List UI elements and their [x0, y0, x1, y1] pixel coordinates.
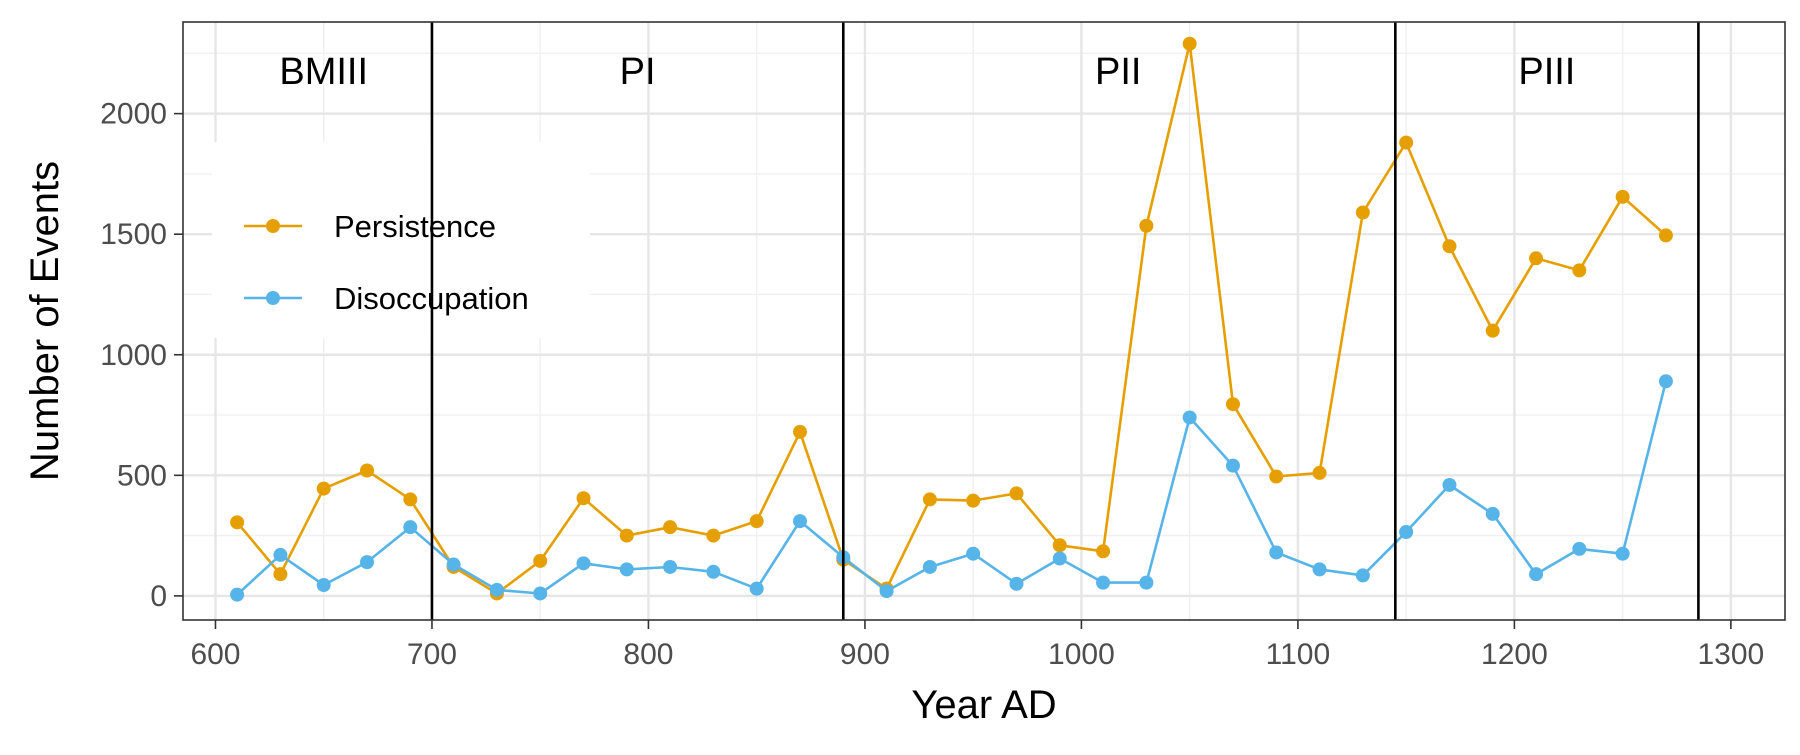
x-tick-label: 900: [840, 638, 890, 671]
y-tick-label: 500: [117, 459, 167, 492]
x-tick-label: 800: [623, 638, 673, 671]
disoccupation-point: [1139, 575, 1154, 590]
disoccupation-point: [489, 582, 504, 597]
period-label-pii: PII: [1095, 51, 1141, 93]
x-tick-label: 1000: [1048, 638, 1115, 671]
y-axis: 0 500 1000 1500 2000: [100, 98, 183, 613]
legend-box: [212, 142, 590, 338]
disoccupation-point: [1312, 562, 1327, 577]
disoccupation-point: [879, 584, 894, 599]
disoccupation-point: [706, 564, 721, 579]
persistence-point: [1182, 36, 1197, 51]
persistence-point: [533, 553, 548, 568]
persistence-point: [1485, 323, 1500, 338]
disoccupation-point: [1182, 410, 1197, 425]
persistence-point: [316, 481, 331, 496]
plot-border: [182, 21, 1786, 621]
disoccupation-point: [533, 586, 548, 601]
disoccupation-point: [1269, 545, 1284, 560]
y-axis-title: Number of Events: [23, 161, 67, 481]
disoccupation-point: [619, 562, 634, 577]
disoccupation-point: [1485, 506, 1500, 521]
disoccupation-point: [792, 514, 807, 529]
persistence-point: [1052, 538, 1067, 553]
persistence-point: [619, 528, 634, 543]
persistence-point: [273, 567, 288, 582]
series-layer: [230, 36, 1673, 602]
persistence-point: [1572, 263, 1587, 278]
persistence-point: [1658, 228, 1673, 243]
disoccupation-point: [1096, 575, 1111, 590]
persistence-point: [1529, 251, 1544, 266]
disoccupation-point: [1399, 524, 1414, 539]
period-label-pi: PI: [620, 51, 656, 93]
disoccupation-point: [403, 520, 418, 535]
legend-persistence-marker: [266, 219, 280, 233]
persistence-point: [1312, 465, 1327, 480]
disoccupation-point: [1572, 541, 1587, 556]
persistence-point: [1442, 239, 1457, 254]
persistence-point: [966, 493, 981, 508]
y-tick-label: 0: [150, 580, 167, 613]
disoccupation-point: [749, 581, 764, 596]
persistence-point: [1096, 544, 1111, 559]
disoccupation-point: [1225, 458, 1240, 473]
x-tick-label: 700: [407, 638, 457, 671]
legend-disoccupation-marker: [266, 291, 280, 305]
x-tick-label: 1300: [1698, 638, 1765, 671]
disoccupation-point: [576, 556, 591, 571]
persistence-point: [1009, 486, 1024, 501]
disoccupation-point: [230, 587, 245, 602]
persistence-point: [576, 491, 591, 506]
persistence-point: [403, 492, 418, 507]
disoccupation-point: [1052, 551, 1067, 566]
x-axis: 600 700 800 900 1000 1100 1200 1300: [190, 620, 1764, 671]
x-axis-title: Year AD: [911, 683, 1056, 727]
persistence-point: [1269, 469, 1284, 484]
persistence-point: [360, 463, 375, 478]
x-tick-label: 600: [190, 638, 240, 671]
x-tick-label: 1100: [1266, 638, 1331, 671]
disoccupation-point: [663, 559, 678, 574]
disoccupation-point: [1529, 567, 1544, 582]
persistence-point: [1225, 397, 1240, 412]
disoccupation-point: [1658, 374, 1673, 389]
persistence-point: [922, 492, 937, 507]
y-tick-label: 1000: [100, 339, 167, 372]
disoccupation-point: [1615, 546, 1630, 561]
period-label-bmiii: BMIII: [279, 51, 368, 93]
period-boundaries: [430, 22, 1700, 620]
disoccupation-point: [1442, 477, 1457, 492]
persistence-point: [230, 515, 245, 530]
disoccupation-point: [446, 557, 461, 572]
persistence-point: [1139, 218, 1154, 233]
disoccupation-line: [236, 380, 1668, 596]
persistence-line: [236, 42, 1667, 595]
disoccupation-point: [966, 546, 981, 561]
y-tick-label: 1500: [100, 218, 167, 251]
persistence-point: [663, 520, 678, 535]
period-labels: BMIII PI PII PIII: [279, 51, 1575, 93]
persistence-point: [749, 514, 764, 529]
persistence-point: [1355, 205, 1370, 220]
legend-persistence-label: Persistence: [334, 209, 496, 244]
persistence-point: [1615, 189, 1630, 204]
disoccupation-point: [1355, 568, 1370, 583]
x-tick-label: 1200: [1481, 638, 1548, 671]
disoccupation-point: [1009, 576, 1024, 591]
persistence-point: [792, 424, 807, 439]
disoccupation-point: [273, 547, 288, 562]
y-tick-label: 2000: [100, 98, 167, 131]
disoccupation-point: [316, 578, 331, 593]
period-label-piii: PIII: [1518, 51, 1575, 93]
persistence-point: [706, 528, 721, 543]
disoccupation-point: [922, 559, 937, 574]
persistence-point: [1399, 135, 1414, 150]
disoccupation-point: [360, 555, 375, 570]
